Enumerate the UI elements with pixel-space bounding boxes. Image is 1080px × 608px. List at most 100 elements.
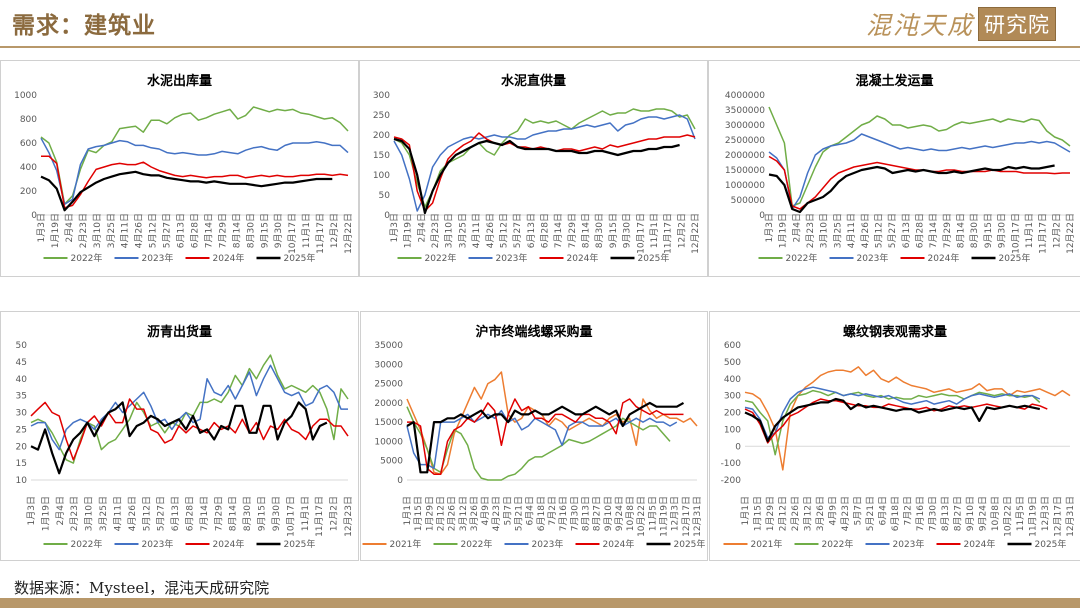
y-tick-label: 400 xyxy=(20,163,37,173)
x-tick-label: 8月14日 xyxy=(581,213,592,248)
x-tick-label: 4月11日 xyxy=(112,496,123,531)
x-tick-label: 5月27日 xyxy=(512,213,523,248)
x-tick-label: 11月19日 xyxy=(1028,496,1039,537)
x-tick-label: 4月11日 xyxy=(471,213,482,248)
x-tick-label: 6月4日 xyxy=(525,496,536,525)
y-tick-label: 100 xyxy=(373,171,390,181)
x-tick-label: 9月30日 xyxy=(622,213,633,248)
x-tick-label: 12月17日 xyxy=(1053,496,1064,537)
x-tick-label: 3月10日 xyxy=(444,213,455,248)
series-line-2022- xyxy=(744,389,1041,456)
y-tick-label: 5000 xyxy=(380,457,403,467)
y-tick-label: 20000 xyxy=(374,399,403,409)
chart-title: 水泥出库量 xyxy=(147,73,212,89)
legend-label: 2024年 xyxy=(603,538,635,550)
legend-label: 2022年 xyxy=(822,538,854,550)
chart-panel-concrete-shipment: 混凝土发运量 0 500000 1000000 1500000 2000000 250000… xyxy=(708,60,1080,277)
legend-label: 2022年 xyxy=(786,252,818,264)
x-tick-label: 5月21日 xyxy=(865,496,876,531)
x-tick-label: 11月1日 xyxy=(301,213,312,248)
y-tick-label: 0 xyxy=(759,211,765,221)
x-tick-label: 8月14日 xyxy=(231,213,242,248)
x-tick-label: 4月26日 xyxy=(485,213,496,248)
legend-label: 2025年 xyxy=(284,252,316,264)
x-tick-label: 9月15日 xyxy=(608,213,619,248)
x-tick-label: 7月29日 xyxy=(942,213,953,248)
x-tick-label: 9月10日 xyxy=(965,496,976,531)
data-source-note: 数据来源：Mysteel，混沌天成研究院 xyxy=(14,579,270,597)
x-tick-label: 1月3日 xyxy=(26,496,37,525)
x-tick-label: 8月13日 xyxy=(580,496,591,531)
x-tick-label: 1月3日 xyxy=(36,213,47,242)
brand-box: 研究院 xyxy=(978,7,1056,41)
x-tick-label: 7月30日 xyxy=(928,496,939,531)
series-line-2022- xyxy=(768,106,1071,207)
x-tick-label: 1月3日 xyxy=(764,213,775,242)
chart-panel-cement-shipment: 水泥出库量 0 200 400 600 800 1000 1月3日 1月19日 2月4日 2月23日… xyxy=(0,60,359,277)
x-tick-label: 4月26日 xyxy=(127,496,138,531)
y-tick-label: 1000000 xyxy=(725,181,765,191)
y-tick-label: 20 xyxy=(16,442,28,452)
x-tick-label: 10月22日 xyxy=(1003,496,1014,537)
chart-concrete-shipment: 混凝土发运量 0 500000 1000000 1500000 2000000 250000… xyxy=(725,73,1076,264)
x-tick-label: 10月8日 xyxy=(625,496,636,531)
x-tick-label: 12月17日 xyxy=(681,496,692,537)
x-tick-label: 8月27日 xyxy=(592,496,603,531)
x-tick-label: 4月23日 xyxy=(491,496,502,531)
x-tick-label: 3月25日 xyxy=(832,213,843,248)
legend-label: 2023年 xyxy=(893,538,925,550)
x-tick-label: 11月1日 xyxy=(1024,213,1035,248)
x-tick-label: 2月26日 xyxy=(447,496,458,531)
x-tick-label: 9月15日 xyxy=(259,213,270,248)
x-tick-label: 8月14日 xyxy=(228,496,239,531)
x-tick-label: 6月4日 xyxy=(878,496,889,525)
y-tick-label: 15 xyxy=(16,459,27,469)
legend-label: 2023年 xyxy=(532,538,564,550)
x-tick-label: 7月30日 xyxy=(569,496,580,531)
series-line-2023- xyxy=(744,386,1041,439)
x-tick-label: 11月17日 xyxy=(1038,213,1049,254)
series-line-2024- xyxy=(41,155,349,209)
x-tick-label: 8月30日 xyxy=(242,496,253,531)
x-tick-label: 2月26日 xyxy=(790,496,801,531)
x-tick-label: 6月18日 xyxy=(536,496,547,531)
x-tick-label: 3月26日 xyxy=(815,496,826,531)
x-tick-label: 1月3日 xyxy=(389,213,400,242)
y-tick-label: 250 xyxy=(373,111,390,121)
x-tick-label: 12月2日 xyxy=(676,213,687,248)
x-tick-label: 3月25日 xyxy=(457,213,468,248)
x-tick-label: 2月12日 xyxy=(435,496,446,531)
x-tick-label: 5月7日 xyxy=(853,496,864,525)
chart-title: 沪市终端线螺采购量 xyxy=(475,324,592,340)
legend-label: 2021年 xyxy=(390,538,422,550)
x-tick-label: 12月23日 xyxy=(343,496,354,537)
x-tick-label: 3月10日 xyxy=(819,213,830,248)
legend-label: 2025年 xyxy=(284,538,316,550)
y-tick-label: 0 xyxy=(397,476,403,486)
x-tick-label: 5月12日 xyxy=(873,213,884,248)
x-tick-label: 12月2日 xyxy=(329,213,340,248)
x-tick-label: 12月2日 xyxy=(1051,213,1062,248)
y-tick-label: 0 xyxy=(384,211,390,221)
x-tick-label: 11月19日 xyxy=(659,496,670,537)
x-tick-label: 1月19日 xyxy=(403,213,414,248)
x-tick-label: 5月27日 xyxy=(887,213,898,248)
series-line-2025- xyxy=(40,170,333,212)
series-line-2024- xyxy=(407,398,684,475)
x-tick-label: 6月28日 xyxy=(185,496,196,531)
legend-label: 2022年 xyxy=(461,538,493,550)
x-tick-label: 5月12日 xyxy=(141,496,152,531)
y-tick-label: 10000 xyxy=(374,437,403,447)
legend-label: 2023年 xyxy=(142,252,174,264)
y-tick-label: 100 xyxy=(724,425,741,435)
x-tick-label: 11月1日 xyxy=(649,213,660,248)
y-tick-label: 15000 xyxy=(374,418,403,428)
x-tick-label: 5月27日 xyxy=(156,496,167,531)
series-line-2025- xyxy=(744,397,1041,443)
y-tick-label: 200 xyxy=(724,409,741,419)
x-tick-label: 2月4日 xyxy=(416,213,427,242)
x-tick-label: 7月29日 xyxy=(217,213,228,248)
x-tick-label: 7月29日 xyxy=(567,213,578,248)
x-tick-label: 7月16日 xyxy=(558,496,569,531)
y-tick-label: 45 xyxy=(16,358,27,368)
